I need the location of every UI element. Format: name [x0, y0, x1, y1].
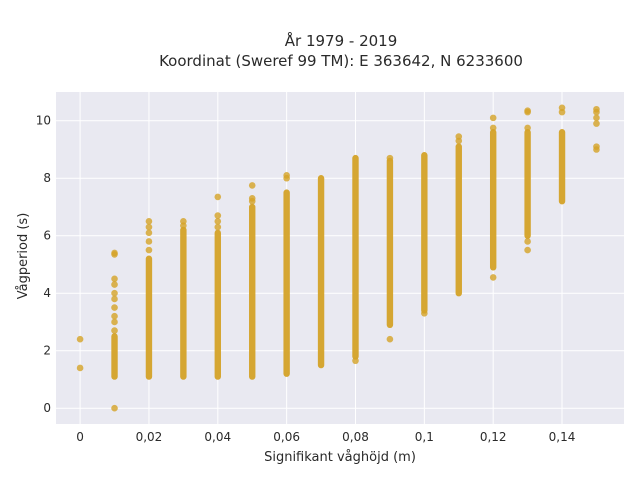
x-tick-label: 0,12: [480, 430, 507, 444]
data-point-band: [455, 143, 462, 297]
data-point-band: [352, 154, 359, 360]
chart-title-line2: Koordinat (Sweref 99 TM): E 363642, N 62…: [159, 52, 523, 70]
data-point: [214, 212, 222, 219]
y-axis-ticks: 0 2 4 6 8 10: [36, 114, 51, 415]
data-point: [145, 238, 153, 245]
y-tick-label: 8: [43, 171, 51, 185]
data-point: [386, 335, 394, 343]
plot-background: [56, 92, 624, 424]
y-axis-title: Vågperiod (s): [16, 213, 31, 300]
data-point: [248, 182, 256, 189]
data-point: [145, 246, 153, 254]
x-tick-label: 0,14: [549, 430, 576, 444]
data-point: [593, 114, 600, 122]
data-point-band: [489, 129, 497, 271]
data-point: [111, 289, 118, 297]
data-point: [111, 318, 118, 326]
data-point: [455, 133, 463, 140]
data-point-band: [558, 129, 566, 205]
data-point: [111, 404, 118, 412]
y-tick-label: 2: [43, 344, 51, 358]
data-point: [386, 154, 394, 162]
data-point: [111, 327, 118, 334]
data-point: [111, 312, 118, 320]
data-point: [76, 364, 84, 372]
chart-title-line1: År 1979 - 2019: [285, 31, 398, 50]
data-point: [489, 274, 497, 281]
data-point-band: [111, 333, 118, 380]
data-point: [145, 223, 153, 231]
data-point-band: [421, 152, 428, 314]
x-axis-ticks: 0 0,02 0,04 0,06 0,08 0,1 0,12 0,14: [76, 430, 575, 444]
data-point: [214, 193, 222, 201]
x-tick-label: 0,1: [415, 430, 434, 444]
data-point: [145, 229, 153, 237]
data-point: [283, 172, 290, 179]
x-tick-label: 0,06: [273, 430, 300, 444]
data-point: [214, 223, 222, 231]
data-point: [111, 304, 118, 311]
data-point-band: [249, 203, 256, 380]
data-point-band: [214, 229, 221, 380]
data-point: [248, 195, 256, 202]
x-tick-label: 0,04: [204, 430, 231, 444]
data-point: [214, 218, 222, 225]
data-point-band: [317, 175, 325, 369]
data-point: [111, 249, 118, 257]
data-point: [524, 246, 531, 254]
data-point: [145, 218, 153, 225]
data-point: [352, 357, 359, 365]
data-point: [180, 218, 187, 225]
data-point-band: [386, 157, 394, 329]
data-point: [111, 281, 118, 288]
data-point: [111, 295, 118, 303]
data-point: [593, 120, 600, 127]
data-point: [489, 124, 497, 132]
data-point: [421, 310, 428, 317]
data-point: [76, 335, 84, 343]
y-tick-label: 0: [43, 401, 51, 415]
data-point: [558, 104, 566, 112]
y-tick-label: 10: [36, 114, 51, 128]
x-tick-label: 0,02: [136, 430, 163, 444]
data-point: [593, 143, 600, 150]
data-point: [524, 238, 531, 245]
data-points: [76, 104, 600, 412]
y-tick-label: 4: [43, 286, 51, 300]
x-tick-label: 0: [76, 430, 84, 444]
data-point: [593, 105, 600, 113]
x-tick-label: 0,08: [342, 430, 369, 444]
y-tick-label: 6: [43, 229, 51, 243]
x-axis-title: Signifikant våghöjd (m): [264, 450, 416, 465]
data-point: [489, 114, 497, 122]
data-point-band: [283, 189, 290, 377]
data-point: [524, 107, 531, 114]
data-point-band: [180, 226, 187, 380]
data-point: [524, 124, 531, 132]
data-point: [111, 275, 118, 283]
data-point-band: [524, 129, 531, 239]
data-point-band: [145, 255, 153, 380]
